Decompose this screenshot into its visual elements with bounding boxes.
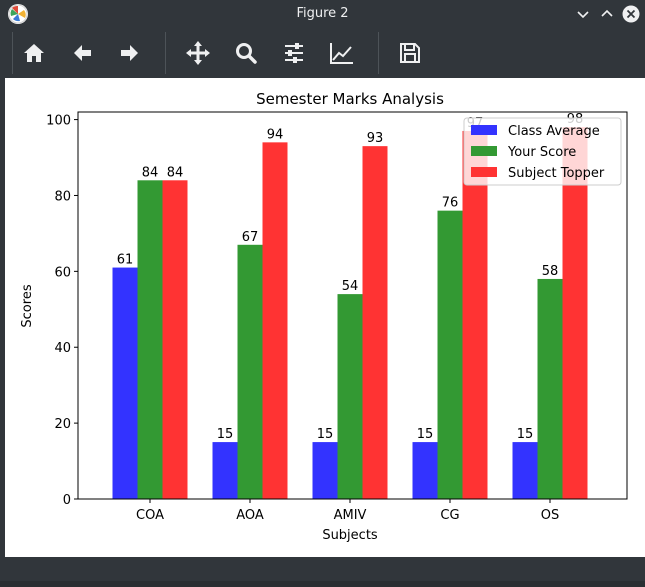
- data-label: 67: [242, 230, 259, 245]
- y-tick-label: 0: [63, 493, 71, 508]
- data-label: 15: [417, 427, 434, 442]
- axes-frame: [77, 111, 628, 500]
- bars-layer: 611515151584675476588494939798: [112, 112, 588, 500]
- data-label: 58: [542, 264, 559, 279]
- forward-button[interactable]: [112, 35, 148, 71]
- close-button[interactable]: [621, 4, 641, 24]
- y-tick-label: 80: [54, 189, 71, 204]
- back-button[interactable]: [64, 35, 100, 71]
- legend-swatch: [471, 125, 497, 135]
- y-tick-label: 20: [54, 417, 71, 432]
- data-label: 15: [517, 427, 534, 442]
- data-label: 76: [442, 196, 459, 211]
- chart-title: Semester Marks Analysis: [256, 90, 444, 108]
- bar-class-average-amiv: [312, 442, 338, 499]
- maximize-button[interactable]: [597, 4, 617, 24]
- window-bottom-edge: [0, 581, 645, 587]
- arrow-right-icon: [121, 45, 138, 61]
- bar-class-average-aoa: [212, 442, 238, 499]
- zoom-button[interactable]: [228, 35, 264, 71]
- data-label: 84: [167, 165, 184, 180]
- bar-class-average-coa: [112, 267, 138, 499]
- floppy-disk-icon: [400, 43, 420, 63]
- bar-subject-topper-amiv: [362, 146, 388, 499]
- data-label: 54: [342, 279, 359, 294]
- y-tick-label: 100: [46, 114, 71, 129]
- toolbar-separator: [12, 32, 13, 74]
- x-tick-label: OS: [541, 508, 559, 523]
- x-axis-label: Subjects: [322, 528, 378, 543]
- home-button[interactable]: [16, 35, 52, 71]
- move-icon: [186, 41, 210, 65]
- data-label: 61: [117, 253, 134, 268]
- legend-entry: Class Average: [508, 124, 600, 139]
- toolbar-separator: [165, 32, 166, 74]
- close-icon: [622, 5, 640, 23]
- navigation-toolbar: [0, 28, 645, 78]
- data-label: 15: [217, 427, 234, 442]
- bar-your-score-amiv: [337, 294, 363, 499]
- x-tick-label: CG: [440, 508, 459, 523]
- chevron-up-icon: [601, 9, 613, 17]
- minimize-button[interactable]: [573, 4, 593, 24]
- bar-subject-topper-os: [562, 127, 588, 500]
- chevron-down-icon: [577, 11, 589, 19]
- legend-entry: Subject Topper: [508, 166, 605, 181]
- plot-area: 6115151515846754765884949397980204060801…: [46, 111, 628, 523]
- magnifier-icon: [236, 43, 257, 64]
- pan-button[interactable]: [180, 35, 216, 71]
- y-tick-label: 40: [54, 341, 71, 356]
- bar-your-score-aoa: [237, 244, 263, 499]
- figure-canvas[interactable]: Semester Marks Analysis Subjects Scores …: [5, 78, 645, 557]
- x-tick-label: AOA: [236, 508, 264, 523]
- home-icon: [24, 44, 44, 62]
- y-tick-label: 60: [54, 265, 71, 280]
- x-tick-label: COA: [136, 508, 164, 523]
- x-tick-label: AMIV: [334, 508, 367, 523]
- sliders-icon: [285, 43, 303, 63]
- toolbar-separator: [378, 32, 379, 74]
- subplots-button[interactable]: [276, 35, 312, 71]
- legend: Class Average Your Score Subject Topper: [463, 117, 622, 186]
- window-title: Figure 2: [296, 6, 349, 21]
- window-titlebar: Figure 2: [0, 0, 645, 28]
- bar-your-score-cg: [437, 210, 463, 499]
- bar-your-score-os: [537, 278, 563, 499]
- legend-entry: Your Score: [507, 145, 576, 160]
- customize-button[interactable]: [324, 35, 360, 71]
- legend-swatch: [471, 167, 497, 177]
- arrow-left-icon: [74, 45, 91, 61]
- bar-subject-topper-coa: [162, 180, 188, 499]
- data-label: 93: [367, 131, 384, 146]
- bar-chart: Semester Marks Analysis Subjects Scores …: [20, 90, 628, 543]
- data-label: 84: [142, 165, 159, 180]
- y-axis-label: Scores: [20, 284, 35, 327]
- legend-swatch: [471, 146, 497, 156]
- app-icon: [8, 4, 28, 24]
- data-label: 15: [317, 427, 334, 442]
- legend-box: [463, 117, 622, 186]
- bar-class-average-cg: [412, 442, 438, 499]
- bar-subject-topper-cg: [462, 130, 488, 499]
- bar-class-average-os: [512, 442, 538, 499]
- bar-your-score-coa: [137, 180, 163, 499]
- line-chart-icon: [330, 43, 353, 64]
- bar-subject-topper-aoa: [262, 142, 288, 499]
- data-label: 94: [267, 127, 284, 142]
- save-button[interactable]: [392, 35, 428, 71]
